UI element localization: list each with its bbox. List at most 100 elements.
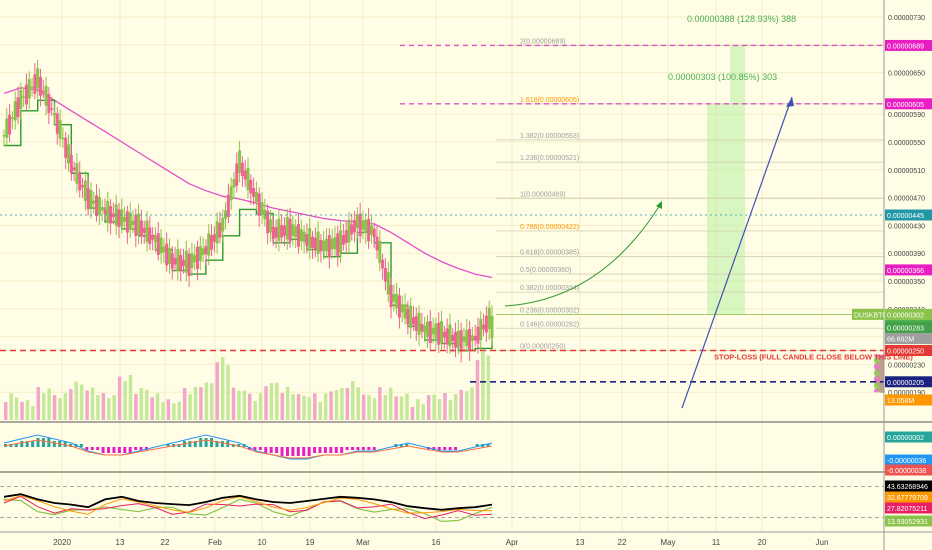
volume-bar: [128, 375, 133, 420]
volume-bar: [107, 398, 111, 420]
macd-histogram-bar: [36, 438, 40, 447]
candle-body: [22, 96, 26, 99]
candle-body: [64, 137, 68, 158]
price-tag-bg: [885, 515, 932, 527]
macd-histogram-bar: [177, 444, 181, 447]
macd-histogram-bar: [454, 447, 458, 450]
volume-bar: [345, 388, 350, 420]
x-tick-label: 22: [161, 538, 170, 547]
volume-bar: [36, 387, 41, 420]
candle-body: [232, 179, 236, 188]
candle-body: [353, 219, 357, 233]
candle-body: [8, 114, 12, 135]
macd-histogram-bar: [231, 444, 235, 447]
volume-bar: [351, 381, 355, 420]
candle-body: [361, 220, 365, 230]
volume-bar: [9, 393, 13, 420]
price-tag-label: 0.00000445: [887, 213, 924, 220]
candle-body: [406, 309, 410, 325]
volume-bar: [166, 399, 171, 420]
volume-bar: [258, 393, 263, 420]
candle-body: [238, 150, 242, 173]
fib-level-label: 0.236(0.00000302): [520, 307, 579, 314]
candle-body: [425, 321, 429, 338]
candle-body: [322, 240, 326, 251]
candle-body: [153, 235, 157, 243]
macd-histogram-bar: [405, 444, 409, 447]
candle-body: [299, 229, 303, 242]
price-tag-label: 0.00000283: [887, 326, 924, 333]
macd-histogram-bar: [41, 438, 45, 447]
volume-bar: [372, 398, 377, 420]
candle-body: [392, 294, 396, 302]
macd-histogram-bar: [432, 447, 436, 450]
volume-bar: [177, 401, 182, 420]
candle-body: [355, 214, 359, 228]
volume-bar: [313, 393, 317, 420]
candle-body: [13, 101, 17, 121]
macd-histogram-bar: [96, 447, 100, 450]
candle-body: [341, 235, 345, 245]
macd-histogram-bar: [437, 447, 441, 450]
macd-histogram-bar: [475, 444, 479, 447]
candle-body: [221, 217, 225, 232]
candle-body: [268, 219, 272, 233]
macd-histogram-bar: [280, 447, 284, 456]
candle-body: [170, 253, 174, 269]
candle-body: [280, 225, 284, 238]
candle-body: [173, 257, 177, 265]
x-tick-label: 19: [306, 538, 315, 547]
projection-arrow-head: [786, 97, 794, 107]
volume-bar: [155, 393, 160, 420]
candle-body: [482, 324, 486, 330]
price-tag-bg: [885, 491, 932, 503]
macd-histogram-bar: [199, 438, 203, 447]
candle-body: [78, 172, 82, 191]
candle-body: [397, 295, 401, 318]
moving-average-line: [3, 87, 493, 279]
macd-histogram-bar: [9, 444, 13, 447]
candle-body: [16, 97, 20, 118]
candle-body: [414, 316, 418, 331]
candle-body: [190, 253, 194, 268]
volume-profile-bar: [874, 354, 884, 357]
macd-histogram-bar: [204, 438, 208, 447]
y-tick-label: 0.00000350: [888, 279, 925, 286]
candle-body: [2, 135, 6, 137]
candle-body: [330, 238, 334, 250]
candle-body: [47, 94, 51, 114]
candle-body: [89, 190, 93, 208]
candle-body: [383, 268, 387, 282]
candle-body: [145, 220, 149, 242]
macd-histogram-bar: [334, 447, 338, 453]
macd-histogram-bar: [248, 447, 251, 450]
price-tag-label: 0.00000366: [887, 268, 924, 275]
candle-body: [139, 220, 143, 237]
candle-body: [117, 209, 121, 228]
volume-bar: [237, 390, 241, 420]
price-tag-bg: [885, 502, 932, 514]
x-tick-label: Feb: [208, 538, 222, 547]
candle-body: [44, 85, 48, 106]
fib-level-label: 2(0.00000689): [520, 38, 566, 45]
fib-level-label: 1.382(0.00000553): [520, 133, 579, 140]
volume-bar: [74, 381, 78, 420]
y-tick-label: 0.00000470: [888, 196, 925, 203]
macd-histogram-bar: [269, 447, 273, 453]
volume-bar: [69, 389, 73, 420]
macd-histogram-bar: [313, 447, 317, 453]
candle-body: [347, 219, 351, 243]
candle-body: [327, 235, 331, 258]
candle-body: [403, 304, 407, 319]
candle-body: [207, 233, 211, 256]
candle-body: [235, 163, 239, 186]
candle-body: [103, 209, 107, 214]
volume-bar: [31, 406, 35, 420]
volume-bar: [199, 387, 203, 420]
candle-body: [33, 74, 37, 94]
volume-bar: [388, 387, 393, 420]
volume-bar: [25, 400, 30, 420]
macd-histogram-bar: [372, 447, 376, 450]
candle-body: [437, 322, 441, 345]
